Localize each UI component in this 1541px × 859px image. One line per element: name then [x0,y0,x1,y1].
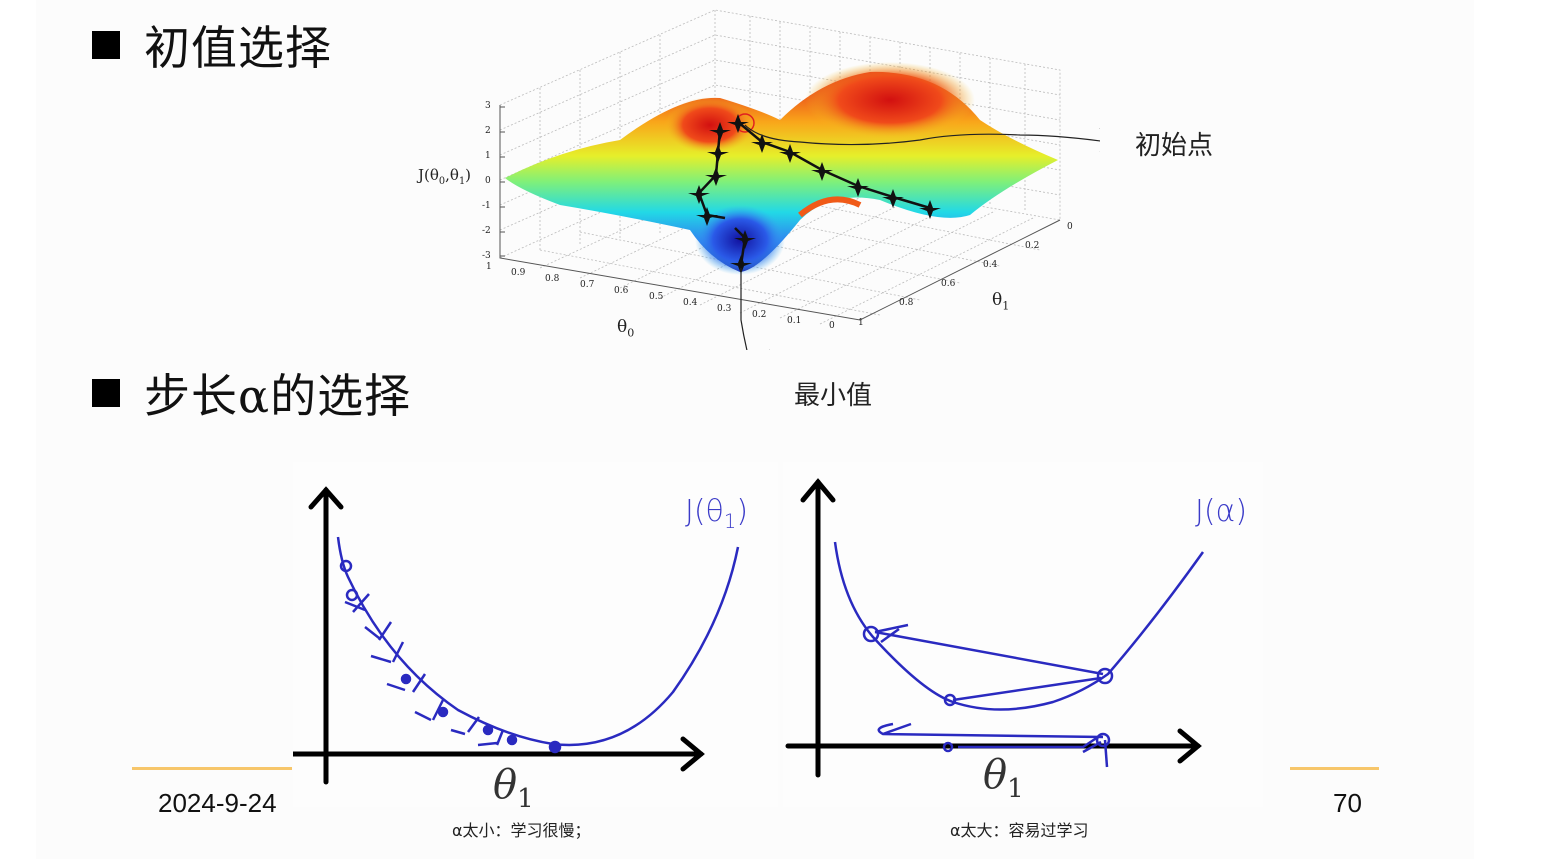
footer-date: 2024-9-24 [158,788,277,818]
z-tick: -2 [482,226,491,236]
cost-curve-label: J(θ1) [685,494,749,533]
large-steps [862,623,1114,768]
theta0-tick: 0.2 [752,310,767,320]
theta0-axis-label: θ0 [617,317,635,340]
arrow-to-start [744,124,1100,152]
footer-accent-line-right [1290,767,1379,770]
theta1-tick: 0.6 [941,279,956,289]
z-tick: 1 [485,151,491,161]
descent-markers [688,114,941,274]
axes-3d [499,105,1061,321]
theta1-tick: 0.2 [1025,241,1040,251]
z-tick: -1 [482,201,491,211]
x-axis-arrowhead [1177,728,1202,764]
z-tick: 3 [485,101,491,111]
theta0-tick: 0.7 [580,280,595,290]
cost-curve-label: J(α) [1195,494,1248,529]
y-axis-arrowhead [800,478,836,503]
x-axis-label: θ1 [493,762,534,814]
theta0-tick: 0.4 [683,298,698,308]
theta0-tick: 1 [486,262,492,272]
theta0-tick: 0 [829,321,835,331]
footer-accent-line-left [132,767,292,770]
large-alpha-sketch: J(α) θ1 [783,462,1263,807]
theta1-tick: 0 [1067,222,1073,232]
section-heading-initial-value: 初值选择 [92,12,332,78]
theta1-tick: 1 [858,318,864,328]
theta0-tick: 0.8 [545,274,560,284]
section-title: 步长α的选择 [144,369,412,423]
z-axis-label: J(θ0,θ1) [418,166,472,187]
initial-point-callout: 初始点 [1135,131,1214,161]
theta1-tick: 0.8 [899,298,914,308]
page-number: 70 [1333,788,1362,818]
theta0-tick: 0.3 [717,304,732,314]
theta0-tick: 0.5 [649,292,664,302]
small-steps [339,559,562,754]
square-bullet-icon [92,379,120,407]
section-heading-step-size: 步长α的选择 [92,360,411,426]
small-alpha-caption: α太小：学习很慢； [452,821,591,840]
minimum-callout: 最小值 [794,381,873,411]
large-alpha-plot [785,478,1205,778]
theta0-tick: 0.6 [614,286,629,296]
square-bullet-icon [92,31,120,59]
z-tick: 0 [485,176,491,186]
small-alpha-sketch: J(θ1) θ1 [290,462,778,814]
large-alpha-caption: α太大：容易过学习 [950,821,1089,840]
arrow-to-min [740,268,770,350]
cost-surface-3d-figure [499,9,1100,350]
cost-curve [833,541,1205,711]
section-title: 初值选择 [144,21,332,75]
z-tick: 2 [485,126,491,136]
z-tick: -3 [482,251,491,261]
x-axis-arrowhead [680,736,705,772]
cost-curve [336,536,740,747]
theta0-tick: 0.1 [787,316,802,326]
theta1-axis-label: θ1 [992,290,1010,313]
theta1-tick: 0.4 [983,260,998,270]
x-axis-label: θ1 [983,752,1024,804]
y-axis-arrowhead [308,486,344,510]
small-alpha-plot [290,486,740,785]
theta0-tick: 0.9 [511,268,526,278]
